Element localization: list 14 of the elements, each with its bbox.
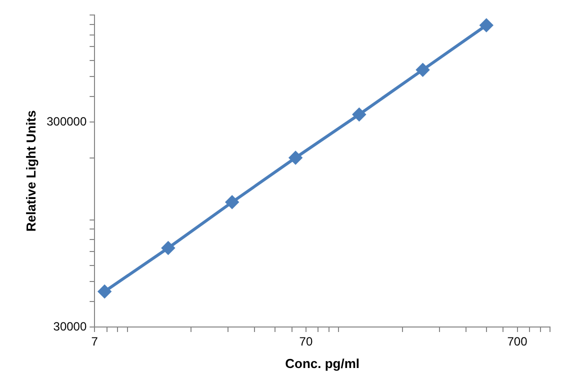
point: [289, 151, 302, 164]
point: [352, 108, 366, 121]
y-tick-label: 300000: [46, 114, 87, 128]
x-tick-label: 70: [299, 334, 313, 349]
x-tick-label: 700: [507, 334, 528, 349]
point: [162, 242, 175, 254]
x-tick-label: 7: [91, 334, 98, 349]
x-axis-title: Conc. pg/ml: [285, 356, 360, 371]
point: [480, 18, 493, 32]
y-tick-label: 30000: [53, 319, 87, 334]
point: [98, 285, 112, 298]
point: [416, 63, 430, 76]
point: [226, 196, 239, 209]
y-axis-title: Relative Light Units: [23, 110, 38, 232]
